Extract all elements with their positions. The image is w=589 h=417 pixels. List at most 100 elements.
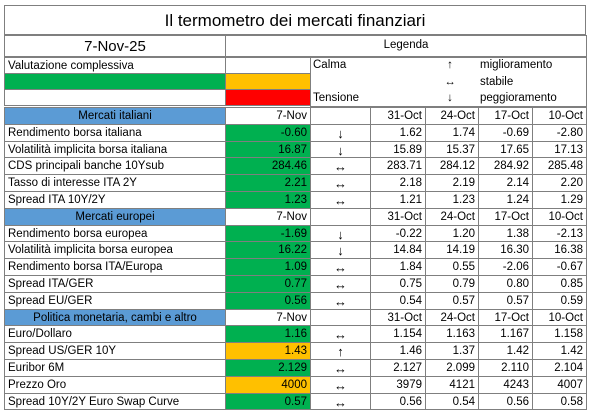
history-date: 17-Oct: [478, 308, 533, 327]
row-trend: ↔: [310, 191, 371, 209]
row-history: 0.79: [425, 275, 479, 293]
row-history: 16.30: [478, 241, 533, 260]
row-history: 17.13: [532, 140, 587, 159]
history-date: 10-Oct: [532, 107, 587, 125]
history-date: 31-Oct: [370, 308, 426, 327]
row-history: 3979: [370, 375, 426, 394]
row-history: 1.167: [478, 325, 533, 344]
row-history: 1.62: [370, 123, 426, 142]
row-label: Prezzo Oro: [4, 375, 226, 394]
history-date: 31-Oct: [370, 107, 426, 125]
row-history: 2.20: [532, 174, 587, 192]
row-value: 0.57: [225, 392, 311, 411]
row-label: Spread ITA 10Y/2Y: [4, 191, 226, 209]
legend-red: [225, 89, 311, 106]
row-label: Rendimento borsa italiana: [4, 123, 226, 142]
row-history: -2.06: [478, 258, 533, 276]
history-date: 17-Oct: [478, 207, 533, 226]
section-blank: [310, 107, 371, 125]
row-label: Rendimento borsa ITA/Europa: [4, 258, 226, 276]
row-history: 0.57: [425, 291, 479, 310]
row-history: -0.69: [478, 123, 533, 142]
legend-text: stabile: [480, 75, 514, 88]
row-history: 0.55: [425, 258, 479, 276]
row-history: 0.75: [370, 275, 426, 293]
row-label: Volatilità implicita borsa italiana: [4, 140, 226, 159]
row-history: 17.65: [478, 140, 533, 159]
history-date: 24-Oct: [425, 107, 479, 125]
history-date: 24-Oct: [425, 308, 479, 327]
legend-yellow: [225, 73, 311, 90]
legend-symbol: ↓: [447, 92, 453, 104]
row-trend: ↔: [310, 258, 371, 276]
legend-title: Legenda: [225, 35, 587, 57]
row-trend: ↓: [310, 224, 371, 243]
row-history: 283.71: [370, 157, 426, 176]
legend-text: miglioramento: [480, 59, 553, 71]
row-value: 0.56: [225, 291, 311, 310]
row-history: -0.22: [370, 224, 426, 243]
legend-box: [225, 57, 311, 74]
row-value: 1.23: [225, 191, 311, 209]
row-history: 1.24: [478, 191, 533, 209]
legend-green: [4, 73, 226, 90]
row-label: Spread 10Y/2Y Euro Swap Curve: [4, 392, 226, 411]
row-history: 4243: [478, 375, 533, 394]
row-value: 16.22: [225, 241, 311, 260]
section-title: Politica monetaria, cambi e altro: [4, 308, 226, 327]
row-history: 4121: [425, 375, 479, 394]
row-value: 1.16: [225, 325, 311, 344]
row-history: 0.54: [370, 291, 426, 310]
row-history: 15.37: [425, 140, 479, 159]
row-value: 1.09: [225, 258, 311, 276]
row-history: 1.20: [425, 224, 479, 243]
legend-text: peggioramento: [480, 92, 557, 104]
row-label: CDS principali banche 10Ysub: [4, 157, 226, 176]
row-history: 0.56: [478, 392, 533, 411]
section-blank: [310, 308, 371, 327]
current-date: 7-Nov: [225, 207, 311, 226]
row-history: 1.163: [425, 325, 479, 344]
history-date: 31-Oct: [370, 207, 426, 226]
current-date: 7-Nov: [225, 107, 311, 125]
row-history: 1.29: [532, 191, 587, 209]
row-history: 1.158: [532, 325, 587, 344]
row-trend: ↑: [310, 342, 371, 360]
title: Il termometro dei mercati finanziari: [4, 5, 586, 35]
row-history: 284.92: [478, 157, 533, 176]
row-trend: ↔: [310, 157, 371, 176]
row-label: Spread EU/GER: [4, 291, 226, 310]
row-value: 4000: [225, 375, 311, 394]
legend-symbol: ↑: [447, 59, 453, 71]
row-history: 285.48: [532, 157, 587, 176]
row-history: 14.84: [370, 241, 426, 260]
row-label: Spread US/GER 10Y: [4, 342, 226, 360]
section-title: Mercati europei: [4, 207, 226, 226]
row-history: 0.54: [425, 392, 479, 411]
row-history: 1.42: [478, 342, 533, 360]
row-trend: ↔: [310, 291, 371, 310]
row-label: Volatilità implicita borsa europea: [4, 241, 226, 260]
row-trend: ↔: [310, 392, 371, 411]
row-history: 1.84: [370, 258, 426, 276]
row-history: 2.110: [478, 359, 533, 377]
row-history: 2.14: [478, 174, 533, 192]
history-date: 17-Oct: [478, 107, 533, 125]
row-value: -1.69: [225, 224, 311, 243]
legend-symbol: ↔: [444, 75, 456, 88]
row-history: 0.59: [532, 291, 587, 310]
row-trend: ↔: [310, 359, 371, 377]
row-history: 0.85: [532, 275, 587, 293]
history-date: 10-Oct: [532, 207, 587, 226]
row-history: 1.46: [370, 342, 426, 360]
section-title: Mercati italiani: [4, 107, 226, 125]
row-history: 2.18: [370, 174, 426, 192]
row-trend: ↔: [310, 174, 371, 192]
row-history: -2.13: [532, 224, 587, 243]
row-history: 15.89: [370, 140, 426, 159]
row-history: 284.12: [425, 157, 479, 176]
legend-tension: Tensione: [313, 92, 360, 104]
row-value: 0.77: [225, 275, 311, 293]
row-trend: ↔: [310, 375, 371, 394]
row-value: 2.129: [225, 359, 311, 377]
